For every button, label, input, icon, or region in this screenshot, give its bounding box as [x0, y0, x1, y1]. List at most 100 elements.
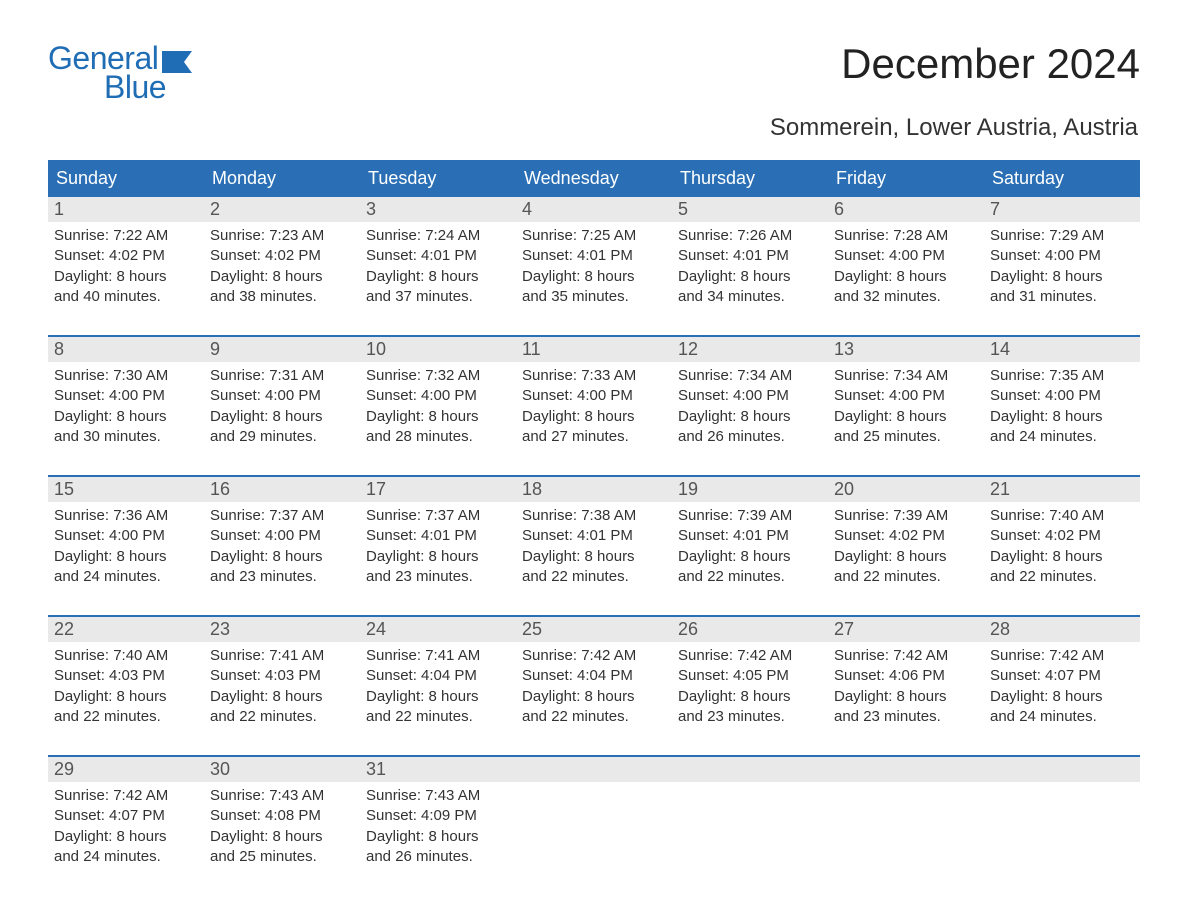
- calendar-header-cell: Saturday: [984, 162, 1140, 195]
- daynum-row: 21: [984, 477, 1140, 502]
- day-content: Sunrise: 7:29 AMSunset: 4:00 PMDaylight:…: [984, 222, 1140, 311]
- logo: General Blue: [48, 40, 192, 106]
- calendar-day-cell: 16Sunrise: 7:37 AMSunset: 4:00 PMDayligh…: [204, 477, 360, 591]
- daynum-row: 5: [672, 197, 828, 222]
- day-daylight2: and 24 minutes.: [990, 427, 1134, 447]
- daynum-row: [828, 757, 984, 782]
- daynum-row: 15: [48, 477, 204, 502]
- day-sunrise: Sunrise: 7:24 AM: [366, 226, 510, 246]
- calendar-day-cell: 22Sunrise: 7:40 AMSunset: 4:03 PMDayligh…: [48, 617, 204, 731]
- day-daylight2: and 22 minutes.: [990, 567, 1134, 587]
- day-sunrise: Sunrise: 7:31 AM: [210, 366, 354, 386]
- day-sunrise: Sunrise: 7:42 AM: [990, 646, 1134, 666]
- day-daylight1: Daylight: 8 hours: [54, 407, 198, 427]
- day-sunset: Sunset: 4:01 PM: [522, 526, 666, 546]
- day-sunset: Sunset: 4:02 PM: [210, 246, 354, 266]
- day-sunrise: Sunrise: 7:26 AM: [678, 226, 822, 246]
- day-daylight1: Daylight: 8 hours: [990, 547, 1134, 567]
- daynum-row: 1: [48, 197, 204, 222]
- day-sunrise: Sunrise: 7:39 AM: [678, 506, 822, 526]
- day-daylight1: Daylight: 8 hours: [990, 687, 1134, 707]
- day-content: Sunrise: 7:34 AMSunset: 4:00 PMDaylight:…: [828, 362, 984, 451]
- calendar-header-cell: Sunday: [48, 162, 204, 195]
- day-daylight2: and 26 minutes.: [678, 427, 822, 447]
- day-sunset: Sunset: 4:00 PM: [54, 526, 198, 546]
- day-daylight2: and 35 minutes.: [522, 287, 666, 307]
- calendar-day-cell: 23Sunrise: 7:41 AMSunset: 4:03 PMDayligh…: [204, 617, 360, 731]
- day-content: Sunrise: 7:43 AMSunset: 4:09 PMDaylight:…: [360, 782, 516, 871]
- daynum-row: 17: [360, 477, 516, 502]
- day-sunset: Sunset: 4:00 PM: [990, 246, 1134, 266]
- day-content: Sunrise: 7:43 AMSunset: 4:08 PMDaylight:…: [204, 782, 360, 871]
- day-daylight1: Daylight: 8 hours: [990, 407, 1134, 427]
- day-sunset: Sunset: 4:06 PM: [834, 666, 978, 686]
- daynum-row: 6: [828, 197, 984, 222]
- day-sunrise: Sunrise: 7:37 AM: [366, 506, 510, 526]
- day-number: 17: [360, 477, 516, 502]
- day-content: Sunrise: 7:39 AMSunset: 4:01 PMDaylight:…: [672, 502, 828, 591]
- day-daylight2: and 28 minutes.: [366, 427, 510, 447]
- day-sunset: Sunset: 4:03 PM: [210, 666, 354, 686]
- calendar-day-cell: 15Sunrise: 7:36 AMSunset: 4:00 PMDayligh…: [48, 477, 204, 591]
- day-daylight2: and 22 minutes.: [678, 567, 822, 587]
- calendar-day-cell: 13Sunrise: 7:34 AMSunset: 4:00 PMDayligh…: [828, 337, 984, 451]
- day-sunrise: Sunrise: 7:43 AM: [210, 786, 354, 806]
- calendar-day-cell: 21Sunrise: 7:40 AMSunset: 4:02 PMDayligh…: [984, 477, 1140, 591]
- day-daylight2: and 37 minutes.: [366, 287, 510, 307]
- day-number: 31: [360, 757, 516, 782]
- page-title: December 2024: [841, 40, 1140, 88]
- day-number: 3: [360, 197, 516, 222]
- day-number: 30: [204, 757, 360, 782]
- day-number: 1: [48, 197, 204, 222]
- calendar-day-cell: 8Sunrise: 7:30 AMSunset: 4:00 PMDaylight…: [48, 337, 204, 451]
- day-sunset: Sunset: 4:01 PM: [366, 246, 510, 266]
- day-daylight2: and 23 minutes.: [366, 567, 510, 587]
- day-daylight2: and 22 minutes.: [366, 707, 510, 727]
- day-daylight2: and 22 minutes.: [210, 707, 354, 727]
- day-number: 26: [672, 617, 828, 642]
- day-daylight2: and 23 minutes.: [210, 567, 354, 587]
- day-sunset: Sunset: 4:00 PM: [366, 386, 510, 406]
- day-sunset: Sunset: 4:00 PM: [678, 386, 822, 406]
- day-daylight2: and 30 minutes.: [54, 427, 198, 447]
- day-number: [984, 757, 1140, 782]
- day-content: Sunrise: 7:28 AMSunset: 4:00 PMDaylight:…: [828, 222, 984, 311]
- daynum-row: 29: [48, 757, 204, 782]
- day-content: Sunrise: 7:42 AMSunset: 4:07 PMDaylight:…: [984, 642, 1140, 731]
- day-number: 10: [360, 337, 516, 362]
- day-content: Sunrise: 7:42 AMSunset: 4:07 PMDaylight:…: [48, 782, 204, 871]
- daynum-row: 10: [360, 337, 516, 362]
- day-sunset: Sunset: 4:08 PM: [210, 806, 354, 826]
- day-content: Sunrise: 7:42 AMSunset: 4:06 PMDaylight:…: [828, 642, 984, 731]
- calendar-day-cell: 5Sunrise: 7:26 AMSunset: 4:01 PMDaylight…: [672, 197, 828, 311]
- day-daylight2: and 22 minutes.: [54, 707, 198, 727]
- day-daylight1: Daylight: 8 hours: [522, 267, 666, 287]
- daynum-row: 23: [204, 617, 360, 642]
- day-sunrise: Sunrise: 7:39 AM: [834, 506, 978, 526]
- day-daylight2: and 40 minutes.: [54, 287, 198, 307]
- calendar-day-cell: 29Sunrise: 7:42 AMSunset: 4:07 PMDayligh…: [48, 757, 204, 871]
- day-content: Sunrise: 7:22 AMSunset: 4:02 PMDaylight:…: [48, 222, 204, 311]
- day-number: 8: [48, 337, 204, 362]
- day-content: Sunrise: 7:41 AMSunset: 4:03 PMDaylight:…: [204, 642, 360, 731]
- day-sunset: Sunset: 4:01 PM: [522, 246, 666, 266]
- calendar-day-cell: 26Sunrise: 7:42 AMSunset: 4:05 PMDayligh…: [672, 617, 828, 731]
- daynum-row: 9: [204, 337, 360, 362]
- day-daylight1: Daylight: 8 hours: [834, 407, 978, 427]
- day-sunrise: Sunrise: 7:36 AM: [54, 506, 198, 526]
- day-daylight1: Daylight: 8 hours: [366, 407, 510, 427]
- day-number: 28: [984, 617, 1140, 642]
- day-sunset: Sunset: 4:00 PM: [54, 386, 198, 406]
- daynum-row: [516, 757, 672, 782]
- day-sunset: Sunset: 4:04 PM: [366, 666, 510, 686]
- calendar-day-cell: 18Sunrise: 7:38 AMSunset: 4:01 PMDayligh…: [516, 477, 672, 591]
- daynum-row: [672, 757, 828, 782]
- day-sunset: Sunset: 4:00 PM: [834, 246, 978, 266]
- calendar-day-cell: 6Sunrise: 7:28 AMSunset: 4:00 PMDaylight…: [828, 197, 984, 311]
- day-sunrise: Sunrise: 7:42 AM: [54, 786, 198, 806]
- day-number: 16: [204, 477, 360, 502]
- day-content: Sunrise: 7:39 AMSunset: 4:02 PMDaylight:…: [828, 502, 984, 591]
- day-sunset: Sunset: 4:05 PM: [678, 666, 822, 686]
- daynum-row: 24: [360, 617, 516, 642]
- day-daylight2: and 31 minutes.: [990, 287, 1134, 307]
